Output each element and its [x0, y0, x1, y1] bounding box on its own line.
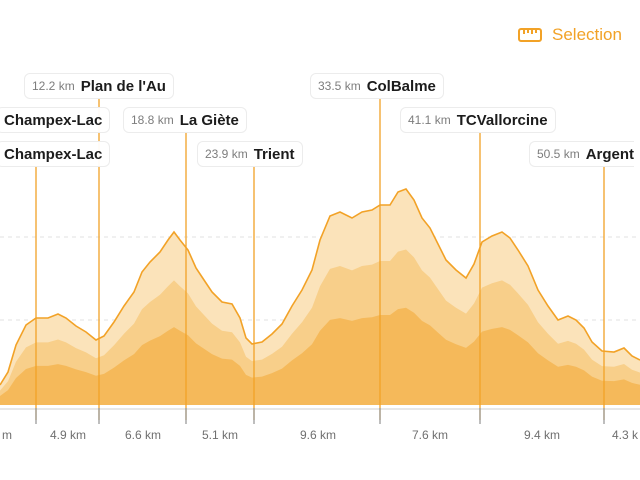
waypoint-name: Trient	[253, 145, 295, 163]
waypoint-label-trient[interactable]: 23.9 km Trient	[197, 141, 303, 167]
waypoint-label-tcvallorcine[interactable]: 41.1 km TCVallorcine	[400, 107, 556, 133]
waypoint-label-la-giete[interactable]: 18.8 km La Giète	[123, 107, 247, 133]
segment-distance: 5.1 km	[201, 428, 239, 442]
waypoint-label-colbalme[interactable]: 33.5 km ColBalme	[310, 73, 444, 99]
ruler-icon	[518, 28, 542, 42]
waypoint-label-argent[interactable]: 50.5 km Argent	[529, 141, 635, 167]
waypoint-distance: 41.1 km	[408, 113, 451, 127]
segment-distance: 7.6 km	[411, 428, 449, 442]
waypoint-distance: 18.8 km	[131, 113, 174, 127]
waypoint-name: La Giète	[179, 111, 239, 129]
waypoint-name: ColBalme	[366, 77, 436, 95]
segment-distance: 6.6 km	[124, 428, 162, 442]
waypoint-distance: 33.5 km	[318, 79, 361, 93]
selection-label: Selection	[552, 25, 622, 44]
segment-distance: 9.4 km	[523, 428, 561, 442]
waypoint-distance: 12.2 km	[32, 79, 75, 93]
selection-button[interactable]: Selection	[518, 22, 622, 48]
waypoint-name: Plan de l'Au	[80, 77, 166, 95]
segment-distance: 9.6 km	[299, 428, 337, 442]
waypoint-name: Champex-Lac	[4, 145, 103, 163]
waypoint-distance: 50.5 km	[537, 147, 580, 161]
elevation-line	[0, 188, 640, 386]
waypoint-name: TCVallorcine	[456, 111, 548, 129]
segment-distance: m	[2, 428, 12, 442]
waypoint-distance: 23.9 km	[205, 147, 248, 161]
waypoint-label-champex-lac-1[interactable]: Champex-Lac	[0, 107, 111, 133]
segment-distance: 4.9 km	[49, 428, 87, 442]
waypoint-name: Argent	[585, 145, 635, 163]
segment-distance: 4.3 k	[612, 428, 639, 442]
waypoint-label-plan-de-lau[interactable]: 12.2 km Plan de l'Au	[24, 73, 174, 99]
waypoint-name: Champex-Lac	[4, 111, 103, 129]
waypoint-label-champex-lac-2[interactable]: Champex-Lac	[0, 141, 111, 167]
